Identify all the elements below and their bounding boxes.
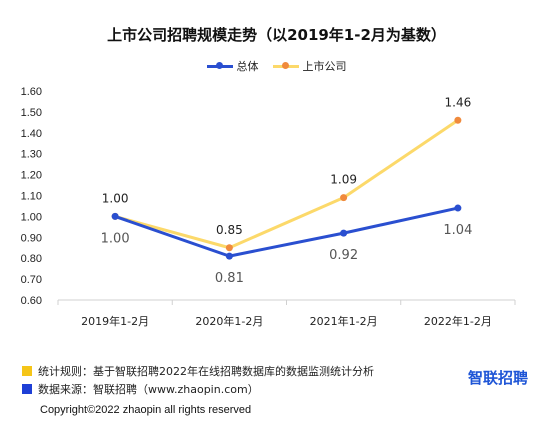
legend-swatch-listed [272, 61, 299, 71]
data-label-overall: 0.92 [329, 248, 358, 263]
legend-item-listed: 上市公司 [272, 58, 347, 74]
x-tick-label: 2020年1-2月 [195, 314, 263, 328]
data-point-overall [340, 229, 348, 237]
footer-source: 数据来源：智联招聘（www.zhaopin.com） [22, 381, 259, 397]
source-square-icon [22, 384, 32, 394]
x-tick-label: 2022年1-2月 [424, 314, 492, 328]
rule-square-icon [22, 366, 32, 376]
x-tick-label: 2019年1-2月 [81, 314, 149, 328]
y-tick-label: 0.70 [21, 274, 42, 286]
y-tick-label: 1.60 [21, 86, 42, 98]
legend-item-overall: 总体 [206, 58, 259, 74]
chart-title: 上市公司招聘规模走势（以2019年1-2月为基数） [107, 26, 446, 44]
x-tick-label: 2021年1-2月 [310, 314, 378, 328]
data-point-listed [340, 194, 348, 202]
series-line-listed [114, 119, 459, 250]
y-tick-label: 1.40 [21, 128, 42, 140]
data-label-overall: 1.04 [443, 223, 472, 238]
y-tick-label: 1.10 [21, 191, 42, 203]
y-tick-label: 1.50 [21, 107, 42, 119]
copyright-text: Copyright©2022 zhaopin all rights reserv… [40, 404, 252, 416]
legend-label-listed: 上市公司 [302, 60, 347, 73]
legend-label-overall: 总体 [236, 60, 259, 73]
y-tick-label: 1.20 [21, 170, 42, 182]
y-tick-label: 1.00 [21, 211, 42, 223]
data-label-overall: 0.81 [215, 271, 244, 286]
chart-legend: 总体 上市公司 [0, 58, 553, 74]
footer-rule-text: 统计规则：基于智联招聘2022年在线招聘数据库的数据监测统计分析 [38, 365, 374, 378]
data-point-overall [111, 212, 119, 220]
y-tick-label: 0.60 [21, 295, 42, 307]
data-point-listed [225, 244, 233, 252]
footer-rule: 统计规则：基于智联招聘2022年在线招聘数据库的数据监测统计分析 [22, 363, 374, 379]
data-label-listed: 0.85 [216, 223, 243, 237]
data-label-listed: 1.09 [330, 173, 357, 187]
y-tick-label: 1.30 [21, 149, 42, 161]
y-tick-label: 0.90 [21, 232, 42, 244]
data-point-overall [454, 204, 462, 212]
footer-source-text: 数据来源：智联招聘（www.zhaopin.com） [38, 383, 259, 396]
y-tick-label: 0.80 [21, 253, 42, 265]
data-label-listed: 1.46 [445, 95, 472, 109]
data-point-listed [454, 116, 462, 124]
legend-swatch-overall [206, 61, 233, 71]
data-point-overall [225, 252, 233, 260]
zhaopin-logo: 智联招聘 [468, 369, 529, 387]
data-label-listed: 1.00 [102, 191, 129, 205]
data-label-overall: 1.00 [101, 231, 130, 246]
series-line-overall [114, 206, 459, 258]
